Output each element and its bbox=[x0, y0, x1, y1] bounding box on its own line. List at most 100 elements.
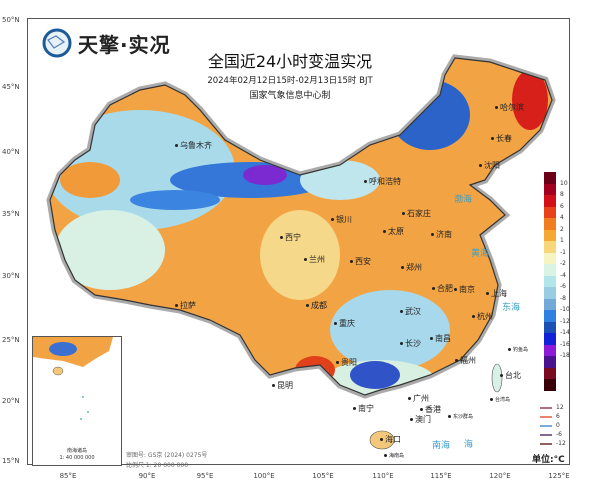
colorbar-swatch bbox=[544, 310, 556, 322]
colorbar-label: -18 bbox=[560, 352, 570, 359]
inset-map bbox=[33, 337, 113, 420]
lat-label: 35°N bbox=[2, 210, 20, 218]
city-label: 太原 bbox=[383, 226, 404, 237]
lat-label: 15°N bbox=[2, 457, 20, 465]
island-label: 东沙群岛 bbox=[448, 413, 473, 420]
contour-line-swatch bbox=[540, 424, 552, 427]
cooling-area bbox=[130, 190, 220, 210]
map-title: 全国近24小时变温实况 bbox=[207, 52, 373, 71]
colorbar-label: 6 bbox=[560, 202, 564, 210]
island-label: 钓鱼岛 bbox=[508, 346, 528, 353]
colorbar-label: 1 bbox=[560, 237, 564, 244]
colorbar-swatch bbox=[544, 252, 556, 264]
island-label: 海南岛 bbox=[384, 452, 404, 459]
map-scale: 比例尺 1: 20 000 000 bbox=[126, 462, 189, 469]
contour-line-swatch bbox=[540, 406, 552, 409]
issuer: 国家气象信息中心制 bbox=[249, 91, 331, 101]
colorbar-label: -2 bbox=[560, 260, 566, 267]
city-label: 呼和浩特 bbox=[364, 176, 401, 187]
lat-label: 45°N bbox=[2, 83, 20, 91]
contour-legend-item: 6 bbox=[540, 413, 560, 420]
city-label: 海口 bbox=[380, 434, 401, 445]
colorbar-swatch bbox=[544, 195, 556, 207]
strong-cooling-area bbox=[243, 165, 287, 185]
city-label: 长沙 bbox=[400, 338, 421, 349]
city-label: 贵阳 bbox=[336, 357, 357, 368]
title-block: 全国近24小时变温实况 2024年02月12日15时-02月13日15时 BJT… bbox=[190, 48, 390, 101]
contour-legend-item: -6 bbox=[540, 431, 562, 438]
lat-label: 30°N bbox=[2, 272, 20, 280]
city-label: 哈尔滨 bbox=[495, 102, 524, 113]
lon-label: 95°E bbox=[196, 472, 214, 480]
city-label: 成都 bbox=[306, 300, 327, 311]
colorbar-label: 10 bbox=[560, 179, 568, 187]
lon-label: 85°E bbox=[59, 472, 77, 480]
colorbar-label: -4 bbox=[560, 271, 566, 279]
city-label: 乌鲁木齐 bbox=[175, 140, 212, 151]
colorbar-swatch bbox=[544, 275, 556, 287]
colorbar-label: 2 bbox=[560, 225, 564, 233]
city-label: 杭州 bbox=[472, 311, 493, 322]
city-label: 南昌 bbox=[430, 333, 451, 344]
colorbar-label: -10 bbox=[560, 306, 570, 313]
globe-logo-icon bbox=[42, 28, 72, 58]
city-label: 石家庄 bbox=[402, 208, 431, 219]
lon-label: 120°E bbox=[489, 472, 511, 480]
city-label: 重庆 bbox=[334, 318, 355, 329]
brand-name: 天擎·实况 bbox=[78, 32, 171, 57]
time-range: 2024年02月12日15时-02月13日15时 BJT bbox=[207, 76, 373, 86]
inset-scale: 1: 40 000 000 bbox=[59, 455, 95, 461]
warming-area bbox=[512, 70, 548, 130]
lat-label: 40°N bbox=[2, 148, 20, 156]
review-number: 审图号: GS京 (2024) 0275号 bbox=[126, 452, 208, 459]
colorbar-swatch bbox=[544, 241, 556, 253]
sea-label: 渤海 bbox=[454, 195, 473, 205]
colorbar-label: -14 bbox=[560, 329, 570, 336]
sea-label: 南海 bbox=[432, 441, 451, 451]
city-label: 澳门 bbox=[410, 414, 431, 425]
city-label: 台北 bbox=[500, 370, 521, 381]
south-china-sea-inset: 南海诸岛 1: 40 000 000 bbox=[32, 336, 122, 466]
city-label: 上海 bbox=[486, 288, 507, 299]
sea-label: 东海 bbox=[502, 303, 521, 313]
city-label: 南宁 bbox=[353, 403, 374, 414]
colorbar-swatch bbox=[544, 367, 556, 379]
sea-label: 黄海 bbox=[471, 249, 490, 259]
mild-area bbox=[55, 210, 165, 290]
lon-label: 100°E bbox=[253, 472, 275, 480]
mild-area bbox=[260, 210, 340, 300]
city-label: 广州 bbox=[408, 393, 429, 404]
contour-legend-item: 0 bbox=[540, 422, 560, 429]
city-label: 西宁 bbox=[280, 232, 301, 243]
colorbar-label: -1 bbox=[560, 248, 566, 256]
logo: 天擎·实况 bbox=[42, 28, 171, 58]
colorbar-label: 8 bbox=[560, 191, 564, 198]
city-label: 济南 bbox=[431, 229, 452, 240]
city-label: 武汉 bbox=[400, 306, 421, 317]
contour-line-swatch bbox=[540, 433, 552, 436]
colorbar-swatch bbox=[544, 287, 556, 299]
colorbar-swatch bbox=[544, 321, 556, 333]
contour-legend-item: -12 bbox=[540, 440, 566, 447]
warming-area bbox=[60, 162, 120, 198]
city-label: 郑州 bbox=[401, 262, 422, 273]
city-label: 福州 bbox=[455, 355, 476, 366]
sea-label: 海 bbox=[464, 440, 474, 450]
island-label: 台湾岛 bbox=[490, 396, 510, 403]
colorbar-swatch bbox=[544, 379, 556, 391]
lon-label: 90°E bbox=[138, 472, 156, 480]
china-border bbox=[49, 57, 553, 396]
city-label: 昆明 bbox=[272, 380, 293, 391]
colorbar-swatch bbox=[544, 356, 556, 368]
colorbar-label: -8 bbox=[560, 294, 566, 302]
cooling-area bbox=[390, 80, 470, 150]
colorbar-label: -6 bbox=[560, 283, 566, 290]
city-label: 兰州 bbox=[304, 254, 325, 265]
city-label: 沈阳 bbox=[479, 160, 500, 171]
colorbar-label: 4 bbox=[560, 214, 564, 221]
city-label: 拉萨 bbox=[175, 300, 196, 311]
lon-label: 125°E bbox=[548, 472, 570, 480]
lat-label: 25°N bbox=[2, 336, 20, 344]
